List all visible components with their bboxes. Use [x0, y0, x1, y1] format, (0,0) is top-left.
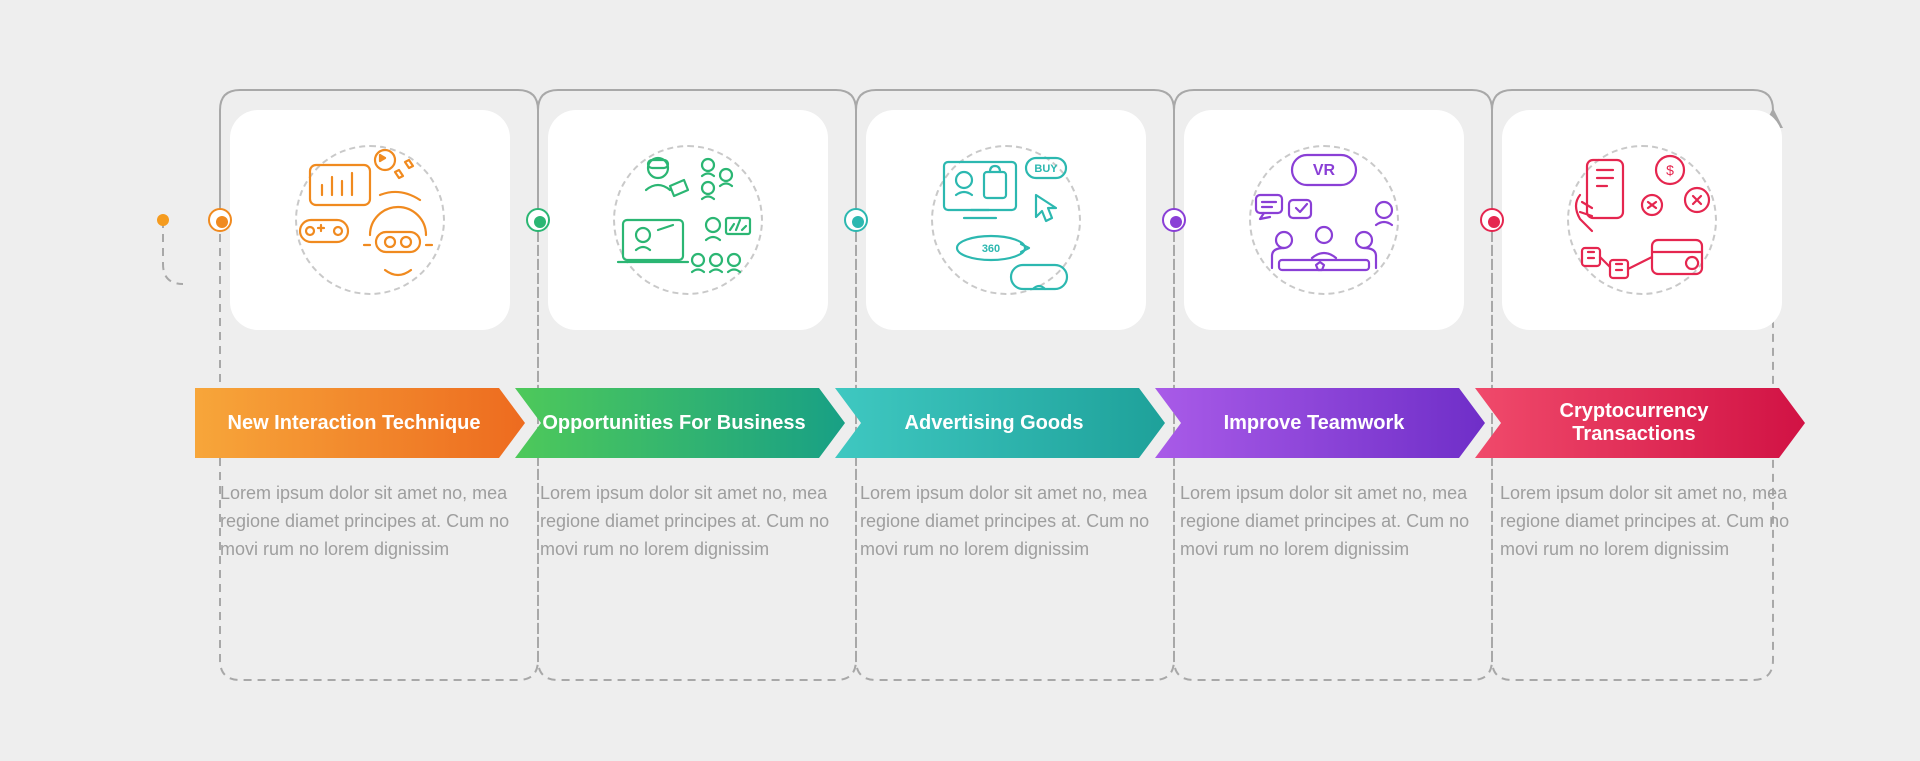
step-body-advertising: Lorem ipsum dolor sit amet no, mea regio… [860, 480, 1150, 564]
banner-label: Improve Teamwork [1224, 412, 1405, 435]
step-node-teamwork [1162, 208, 1186, 232]
svg-text:360: 360 [982, 243, 1000, 255]
banner-label: Cryptocurrency Transactions [1497, 400, 1771, 446]
banner-label: Advertising Goods [905, 412, 1084, 435]
step-node-crypto [1480, 208, 1504, 232]
vr-team-icon: VR [1234, 140, 1414, 300]
step-banner-teamwork: Improve Teamwork [1155, 388, 1485, 458]
step-node-advertising [844, 208, 868, 232]
svg-text:VR: VR [1313, 162, 1336, 179]
step-card-crypto: $ [1502, 110, 1782, 330]
gaming-icon [280, 140, 460, 300]
step-card-business [548, 110, 828, 330]
crypto-icon: $ [1552, 140, 1732, 300]
step-card-teamwork: VR [1184, 110, 1464, 330]
shopping-icon: BUY 360 [916, 140, 1096, 300]
step-node-business [526, 208, 550, 232]
infographic-stage: BUY 360 VR [0, 0, 1920, 761]
step-banner-crypto: Cryptocurrency Transactions [1475, 388, 1805, 458]
svg-text:$: $ [1666, 162, 1674, 178]
banner-label: Opportunities For Business [542, 412, 805, 435]
step-body-interaction: Lorem ipsum dolor sit amet no, mea regio… [220, 480, 510, 564]
step-body-teamwork: Lorem ipsum dolor sit amet no, mea regio… [1180, 480, 1470, 564]
people-icon [598, 140, 778, 300]
banner-label: New Interaction Technique [228, 412, 481, 435]
svg-text:BUY: BUY [1034, 163, 1058, 175]
step-banner-interaction: New Interaction Technique [195, 388, 525, 458]
start-node [157, 214, 169, 226]
step-banner-advertising: Advertising Goods [835, 388, 1165, 458]
step-banner-business: Opportunities For Business [515, 388, 845, 458]
step-body-business: Lorem ipsum dolor sit amet no, mea regio… [540, 480, 830, 564]
step-node-interaction [208, 208, 232, 232]
step-body-crypto: Lorem ipsum dolor sit amet no, mea regio… [1500, 480, 1790, 564]
step-card-advertising: BUY 360 [866, 110, 1146, 330]
step-card-interaction [230, 110, 510, 330]
